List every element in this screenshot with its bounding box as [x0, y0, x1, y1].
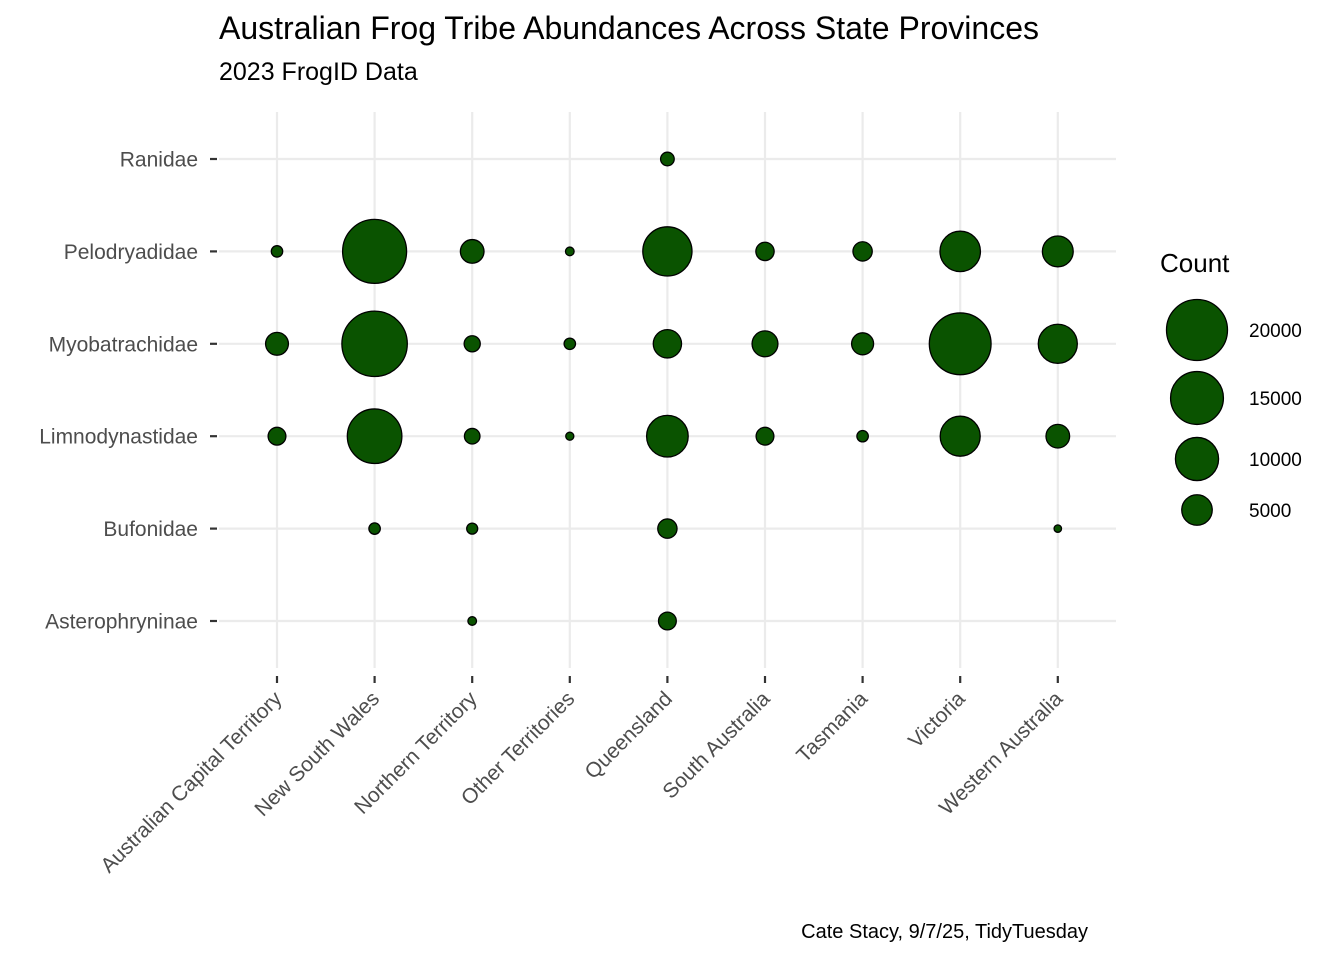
legend-key-label: 20000 — [1249, 321, 1302, 342]
y-tick-label: Pelodryadidae — [64, 241, 198, 264]
bubble-point — [467, 616, 478, 626]
bubble-point — [755, 241, 775, 262]
y-tick-label: Ranidae — [120, 149, 198, 172]
x-tick-label: Tasmania — [792, 687, 872, 767]
chart-caption: Cate Stacy, 9/7/25, TidyTuesday — [801, 921, 1088, 943]
grid-lines — [219, 112, 1116, 668]
bubble-point — [657, 518, 678, 539]
legend-key-circle — [1181, 494, 1213, 526]
bubble-point — [346, 408, 403, 465]
bubble-point — [368, 522, 381, 535]
bubble-point — [565, 431, 575, 441]
y-tick-label: Bufonidae — [103, 518, 198, 541]
bubble-point — [850, 332, 875, 356]
legend-key-label: 15000 — [1249, 389, 1302, 410]
bubble-point — [267, 426, 287, 446]
bubble-point — [1041, 235, 1074, 268]
chart-subtitle: 2023 FrogID Data — [219, 58, 418, 86]
legend-key-circle — [1165, 298, 1229, 362]
bubble-point — [264, 331, 290, 356]
y-tick-label: Asterophryninae — [45, 611, 198, 634]
chart-title: Australian Frog Tribe Abundances Across … — [219, 10, 1039, 46]
bubble-point — [657, 611, 677, 631]
legend-key-label: 5000 — [1249, 501, 1291, 522]
y-tick-label: Limnodynastidae — [39, 426, 198, 449]
bubble-point — [463, 335, 481, 353]
data-points — [264, 151, 1078, 631]
legend-title: Count — [1160, 248, 1230, 278]
bubble-point — [1045, 423, 1071, 449]
legend-key-label: 10000 — [1249, 450, 1302, 471]
legend-key-circle — [1169, 370, 1225, 426]
bubble-point — [463, 427, 481, 445]
bubble-point — [563, 337, 577, 351]
bubble-point — [852, 241, 873, 262]
x-tick-label: Queensland — [581, 687, 677, 783]
bubble-point — [856, 429, 869, 443]
bubble-point — [1037, 323, 1078, 364]
x-tick-label: Australian Capital Territory — [96, 687, 286, 877]
bubble-point — [751, 330, 779, 358]
y-axis: Asterophryninae Bufonidae Limnodynastidae M… — [39, 149, 217, 634]
bubble-point — [642, 226, 693, 277]
bubble-point — [564, 246, 575, 257]
y-tick-label: Myobatrachidae — [49, 333, 198, 356]
bubble-point — [939, 415, 981, 457]
legend-key-circle — [1174, 436, 1220, 482]
bubble-point — [939, 230, 982, 273]
bubble-point — [341, 310, 408, 378]
x-tick-label: Victoria — [904, 687, 970, 753]
bubble-point — [270, 245, 284, 258]
bubble-point — [659, 151, 675, 167]
bubble-point — [1053, 524, 1063, 533]
bubble-point — [755, 426, 775, 446]
bubble-point — [466, 522, 479, 535]
bubble-point — [341, 218, 408, 285]
bubble-point — [928, 312, 992, 376]
bubble-point — [459, 238, 485, 264]
size-legend: Count 5000 10000 15000 20000 — [1160, 248, 1302, 526]
bubble-point — [645, 414, 689, 458]
bubble-point — [652, 329, 683, 359]
